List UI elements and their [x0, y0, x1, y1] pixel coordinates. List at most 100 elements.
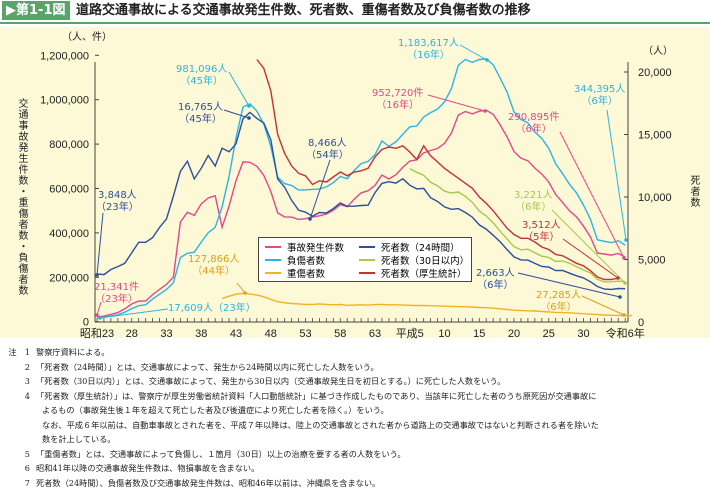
annotation: 8,466人 （54年） — [306, 138, 349, 162]
annotation-arrowhead — [622, 256, 626, 260]
annotation-year: （6年） — [581, 96, 618, 107]
right-axis-unit: （人） — [643, 46, 673, 57]
x-tick-label: 平成5 — [396, 327, 424, 340]
annotation-arrowhead — [95, 313, 99, 317]
left-tick-label: 200,000 — [49, 272, 89, 284]
legend-item-deaths-vital: 死者数（厚生統計） — [359, 266, 467, 280]
annotation-arrowhead — [308, 217, 312, 221]
annotation-arrowhead — [247, 104, 251, 108]
left-tick-label: 1,000,000 — [40, 95, 89, 107]
note-item: 数を計上している。 — [0, 434, 115, 445]
note-text: 「死者数（厚生統計）」は、警察庁が厚生労働省統計資料「人口動態統計」に基づき作成… — [36, 390, 597, 401]
series-line-4 — [409, 167, 626, 283]
legend-label: 事故発生件数 — [287, 242, 345, 254]
annotation-value: 27,285人 — [536, 290, 581, 301]
annotation-arrowhead — [247, 116, 251, 120]
annotation-leader — [236, 282, 246, 294]
annotation-leader — [99, 308, 169, 319]
note-item: 4 「死者数（厚生統計）」は、警察庁が厚生労働省統計資料「人口動態統計」に基づき作… — [0, 390, 597, 402]
annotation: 1,183,617人 （16年） — [398, 38, 459, 62]
left-axis-unit: （人、件） — [62, 32, 112, 43]
annotation-year: （44年） — [192, 266, 236, 277]
annotation-leader — [96, 301, 102, 316]
x-tick-label: 25 — [543, 328, 555, 340]
right-tick-label: 10,000 — [638, 192, 672, 204]
annotation-arrowhead — [618, 295, 622, 299]
right-tick-label: 0 — [638, 317, 644, 329]
annotation-year: （6年） — [515, 124, 552, 135]
note-text: 警察庁資料による。 — [36, 347, 110, 357]
x-tick-label: 昭和23 — [80, 327, 114, 340]
annotation-value: 952,720件 — [372, 88, 424, 99]
annotation: 2,663人 （6年） — [476, 268, 515, 292]
x-tick-label: 48 — [265, 328, 277, 340]
chart-title: 道路交通事故による交通事故発生件数、死者数、重傷者数及び負傷者数の推移 — [76, 3, 531, 18]
legend-label: 死者数（30日以内） — [381, 255, 470, 267]
annotation: 21,341件 （23年） — [94, 282, 139, 306]
left-tick-label: 800,000 — [49, 139, 89, 151]
x-tick-label: 30 — [577, 328, 589, 340]
note-item: 2 「死者数（24時間）」とは、交通事故によって、発生から24時間以内に死亡した人… — [0, 362, 379, 373]
legend-label: 死者数（厚生統計） — [381, 268, 467, 280]
annotation-arrowhead — [616, 276, 620, 280]
figure-number: ▶第1-1図 — [2, 1, 70, 20]
x-tick-label: 53 — [299, 328, 311, 340]
annotation-leader — [581, 295, 625, 316]
note-number: 2 — [24, 361, 30, 372]
left-axis-title: 交通事故発生件数・重傷者数・負傷者数 — [16, 98, 27, 296]
x-tick-label: 令和6年 — [606, 326, 645, 340]
annotation: 3,221人 （6年） — [514, 190, 553, 214]
left-tick-label: 0 — [83, 317, 89, 329]
left-tick-label: 600,000 — [49, 184, 89, 196]
annotation-value: 1,183,617人 — [398, 38, 459, 49]
legend-item-accidents: 事故発生件数 — [265, 240, 345, 254]
x-tick-label: 15 — [473, 328, 485, 340]
annotation-arrowhead — [622, 313, 626, 317]
annotation: 344,395人 （6年） — [574, 84, 625, 108]
legend-item-injured: 負傷者数 — [265, 253, 326, 267]
annotation-value: 17,609人（23年） — [168, 303, 256, 314]
annotation-value: 8,466人 — [308, 138, 347, 149]
x-tick-label: 28 — [126, 328, 138, 340]
note-text: 昭和41年以降の交通事故発生件数は、物損事故を含まない。 — [36, 463, 260, 473]
annotation-leader — [96, 212, 104, 276]
annotation-leader — [517, 272, 621, 298]
annotation-arrowhead — [623, 281, 627, 285]
x-tick-label: 10 — [438, 328, 450, 340]
annotation-value: 21,341件 — [94, 282, 139, 293]
annotation-arrowhead — [485, 58, 489, 62]
annotation-value: 3,221人 — [514, 190, 553, 201]
annotation-year: （16年） — [407, 50, 450, 61]
note-text: 「重傷者数」とは、交通事故によって負傷し、１箇月（30日）以上の治療を要する者の… — [36, 448, 406, 459]
legend-item-deaths-30d: 死者数（30日以内） — [359, 253, 470, 267]
left-tick-label: 400,000 — [49, 228, 89, 240]
note-number: 4 — [24, 390, 30, 401]
annotation-leader — [562, 238, 619, 279]
annotation-arrowhead — [95, 273, 99, 277]
annotation-year: （23年） — [96, 202, 139, 213]
x-tick-label: 43 — [230, 328, 242, 340]
annotation-year: （5年） — [523, 232, 560, 243]
note-number: 3 — [24, 376, 30, 386]
x-tick-label: 33 — [160, 328, 172, 340]
note-text: なお、平成６年以前は、自動車事故とされた者を、平成７年以降は、陸上の交通事故とさ… — [42, 419, 599, 430]
legend-label: 重傷者数 — [287, 268, 326, 280]
annotation-arrowhead — [98, 316, 102, 320]
annotation-value: 3,848人 — [98, 190, 137, 201]
annotation-year: （16年） — [376, 100, 420, 111]
annotation: 16,765人 （45年） — [178, 102, 223, 126]
note-text: 死者数（24時間）、負傷者数及び交通事故発生件数は、昭和46年以前は、沖縄県を含… — [36, 477, 381, 488]
legend-item-deaths-24h: 死者数（24時間） — [359, 240, 460, 254]
annotation-year: （23年） — [95, 294, 138, 305]
right-tick-label: 5,000 — [638, 255, 666, 267]
annotation: 27,285人 （6年） — [536, 290, 581, 314]
x-tick-label: 20 — [508, 328, 520, 340]
annotation: 952,720件 （16年） — [372, 88, 423, 112]
legend-label: 負傷者数 — [287, 255, 326, 267]
annotation-year: （6年） — [540, 302, 577, 313]
annotation-year: （6年） — [515, 202, 552, 213]
note-item: 注 1 警察庁資料による。 — [0, 347, 109, 358]
annotation-value: 127,866人 — [188, 254, 240, 265]
series-line-0 — [96, 109, 626, 318]
x-tick-label: 38 — [195, 328, 207, 340]
